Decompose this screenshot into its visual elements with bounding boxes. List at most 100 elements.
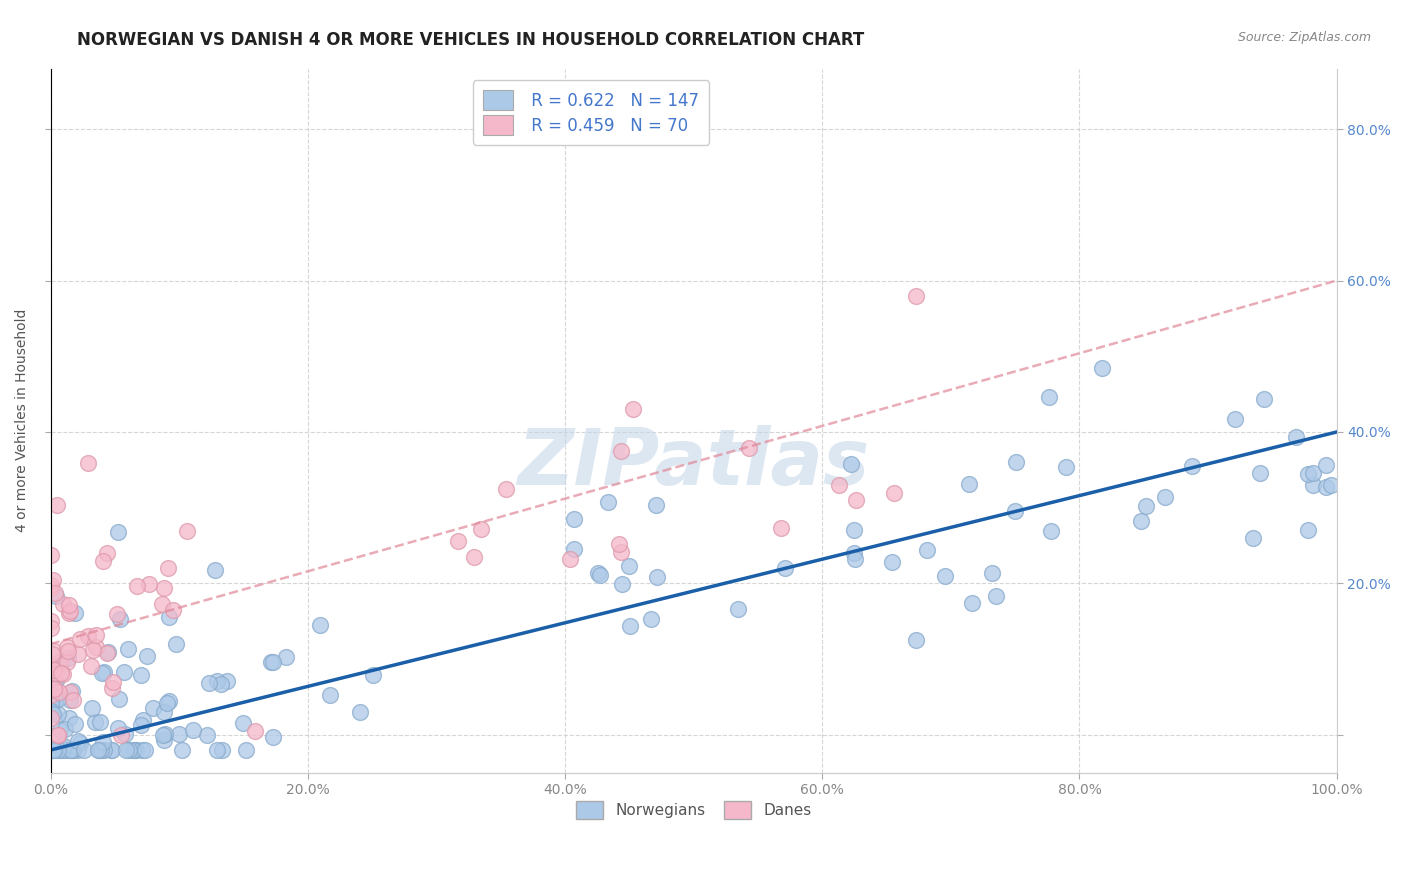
Point <box>42 681 65 696</box>
Point <box>46 656 69 670</box>
Point <box>640 612 662 626</box>
Point <box>150 597 173 611</box>
Point <box>51 739 73 753</box>
Point <box>1285 430 1308 444</box>
Point <box>361 668 384 682</box>
Point <box>66 733 89 747</box>
Text: ZIPatlas: ZIPatlas <box>517 425 870 501</box>
Point <box>45 673 67 688</box>
Point <box>46 728 69 742</box>
Point <box>115 743 138 757</box>
Point <box>131 743 153 757</box>
Point <box>1091 361 1114 376</box>
Point <box>82 643 104 657</box>
Point <box>558 552 581 566</box>
Point <box>48 728 70 742</box>
Point <box>610 545 633 559</box>
Point <box>157 610 180 624</box>
Point <box>69 632 91 647</box>
Point <box>52 597 75 611</box>
Point <box>915 542 938 557</box>
Point <box>39 621 62 635</box>
Point <box>495 482 517 496</box>
Point <box>39 743 62 757</box>
Point <box>39 614 62 628</box>
Point <box>183 723 205 738</box>
Point <box>93 665 115 679</box>
Point <box>118 743 141 757</box>
Point <box>125 743 148 757</box>
Point <box>934 569 956 583</box>
Point <box>172 743 194 757</box>
Point <box>41 647 63 661</box>
Point <box>1129 514 1152 528</box>
Point <box>46 707 69 722</box>
Point <box>90 665 112 680</box>
Point <box>1241 531 1264 545</box>
Point <box>77 629 100 643</box>
Point <box>53 739 76 753</box>
Point <box>89 714 111 729</box>
Point <box>844 546 866 560</box>
Point <box>122 743 145 757</box>
Point <box>44 585 66 599</box>
Point <box>93 743 115 757</box>
Point <box>136 648 159 663</box>
Point <box>562 541 585 556</box>
Point <box>644 498 666 512</box>
Point <box>62 743 84 757</box>
Point <box>211 743 233 757</box>
Point <box>1296 467 1319 481</box>
Point <box>59 685 82 699</box>
Point <box>1298 524 1320 538</box>
Point <box>73 743 96 757</box>
Point <box>235 743 257 757</box>
Y-axis label: 4 or more Vehicles in Household: 4 or more Vehicles in Household <box>15 309 30 533</box>
Point <box>41 682 63 697</box>
Point <box>62 743 84 757</box>
Point <box>274 650 297 665</box>
Point <box>39 548 62 562</box>
Point <box>110 612 132 626</box>
Point <box>470 522 492 536</box>
Point <box>1225 411 1247 425</box>
Point <box>142 701 165 715</box>
Point <box>117 641 139 656</box>
Point <box>153 726 176 740</box>
Point <box>45 665 67 680</box>
Point <box>243 723 266 738</box>
Point <box>842 523 865 537</box>
Point <box>49 743 72 757</box>
Point <box>204 564 226 578</box>
Point <box>138 576 160 591</box>
Point <box>1135 500 1157 514</box>
Point <box>904 633 927 648</box>
Point <box>1302 466 1324 480</box>
Point <box>39 688 62 702</box>
Point <box>152 705 174 719</box>
Point <box>46 691 69 706</box>
Point <box>46 743 69 757</box>
Point <box>205 743 228 757</box>
Point <box>58 606 80 620</box>
Point <box>167 727 190 741</box>
Point <box>108 692 131 706</box>
Point <box>162 603 184 617</box>
Point <box>1320 478 1343 492</box>
Point <box>39 578 62 592</box>
Point <box>58 693 80 707</box>
Point <box>737 441 759 455</box>
Point <box>152 733 174 747</box>
Point <box>60 743 83 757</box>
Point <box>883 485 905 500</box>
Point <box>1153 490 1175 504</box>
Point <box>124 743 146 757</box>
Point <box>49 723 72 737</box>
Point <box>1302 478 1324 492</box>
Text: NORWEGIAN VS DANISH 4 OR MORE VEHICLES IN HOUSEHOLD CORRELATION CHART: NORWEGIAN VS DANISH 4 OR MORE VEHICLES I… <box>77 31 865 49</box>
Point <box>260 656 283 670</box>
Point <box>107 607 129 622</box>
Point <box>619 619 641 633</box>
Point <box>209 676 232 690</box>
Point <box>619 558 641 573</box>
